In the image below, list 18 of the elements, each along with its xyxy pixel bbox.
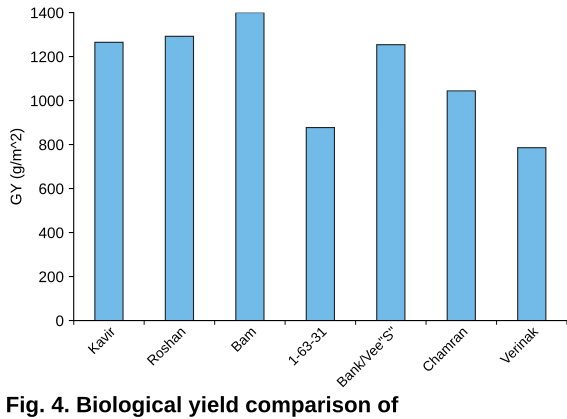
y-tick-label: 1200 bbox=[31, 51, 64, 62]
bar bbox=[306, 127, 336, 321]
bar bbox=[376, 44, 406, 321]
bar bbox=[517, 147, 546, 321]
y-tick-label: 1400 bbox=[31, 7, 64, 18]
text: Fig. 4. Biological yield comparison of bbox=[7, 396, 398, 417]
bar bbox=[164, 36, 194, 321]
bar bbox=[446, 90, 476, 321]
y-tick-label: 800 bbox=[39, 139, 64, 150]
y-axis-title: GY (g/m^2) bbox=[10, 128, 24, 204]
y-tick-label: 0 bbox=[56, 315, 64, 326]
bar bbox=[94, 42, 124, 321]
y-tick-label: 400 bbox=[38, 227, 64, 238]
bar bbox=[235, 12, 265, 321]
y-tick-label: 200 bbox=[39, 271, 64, 282]
y-tick-label: 600 bbox=[39, 183, 64, 194]
y-tick-label: 1000 bbox=[31, 95, 64, 106]
x-tick-label: Bam bbox=[230, 326, 256, 352]
